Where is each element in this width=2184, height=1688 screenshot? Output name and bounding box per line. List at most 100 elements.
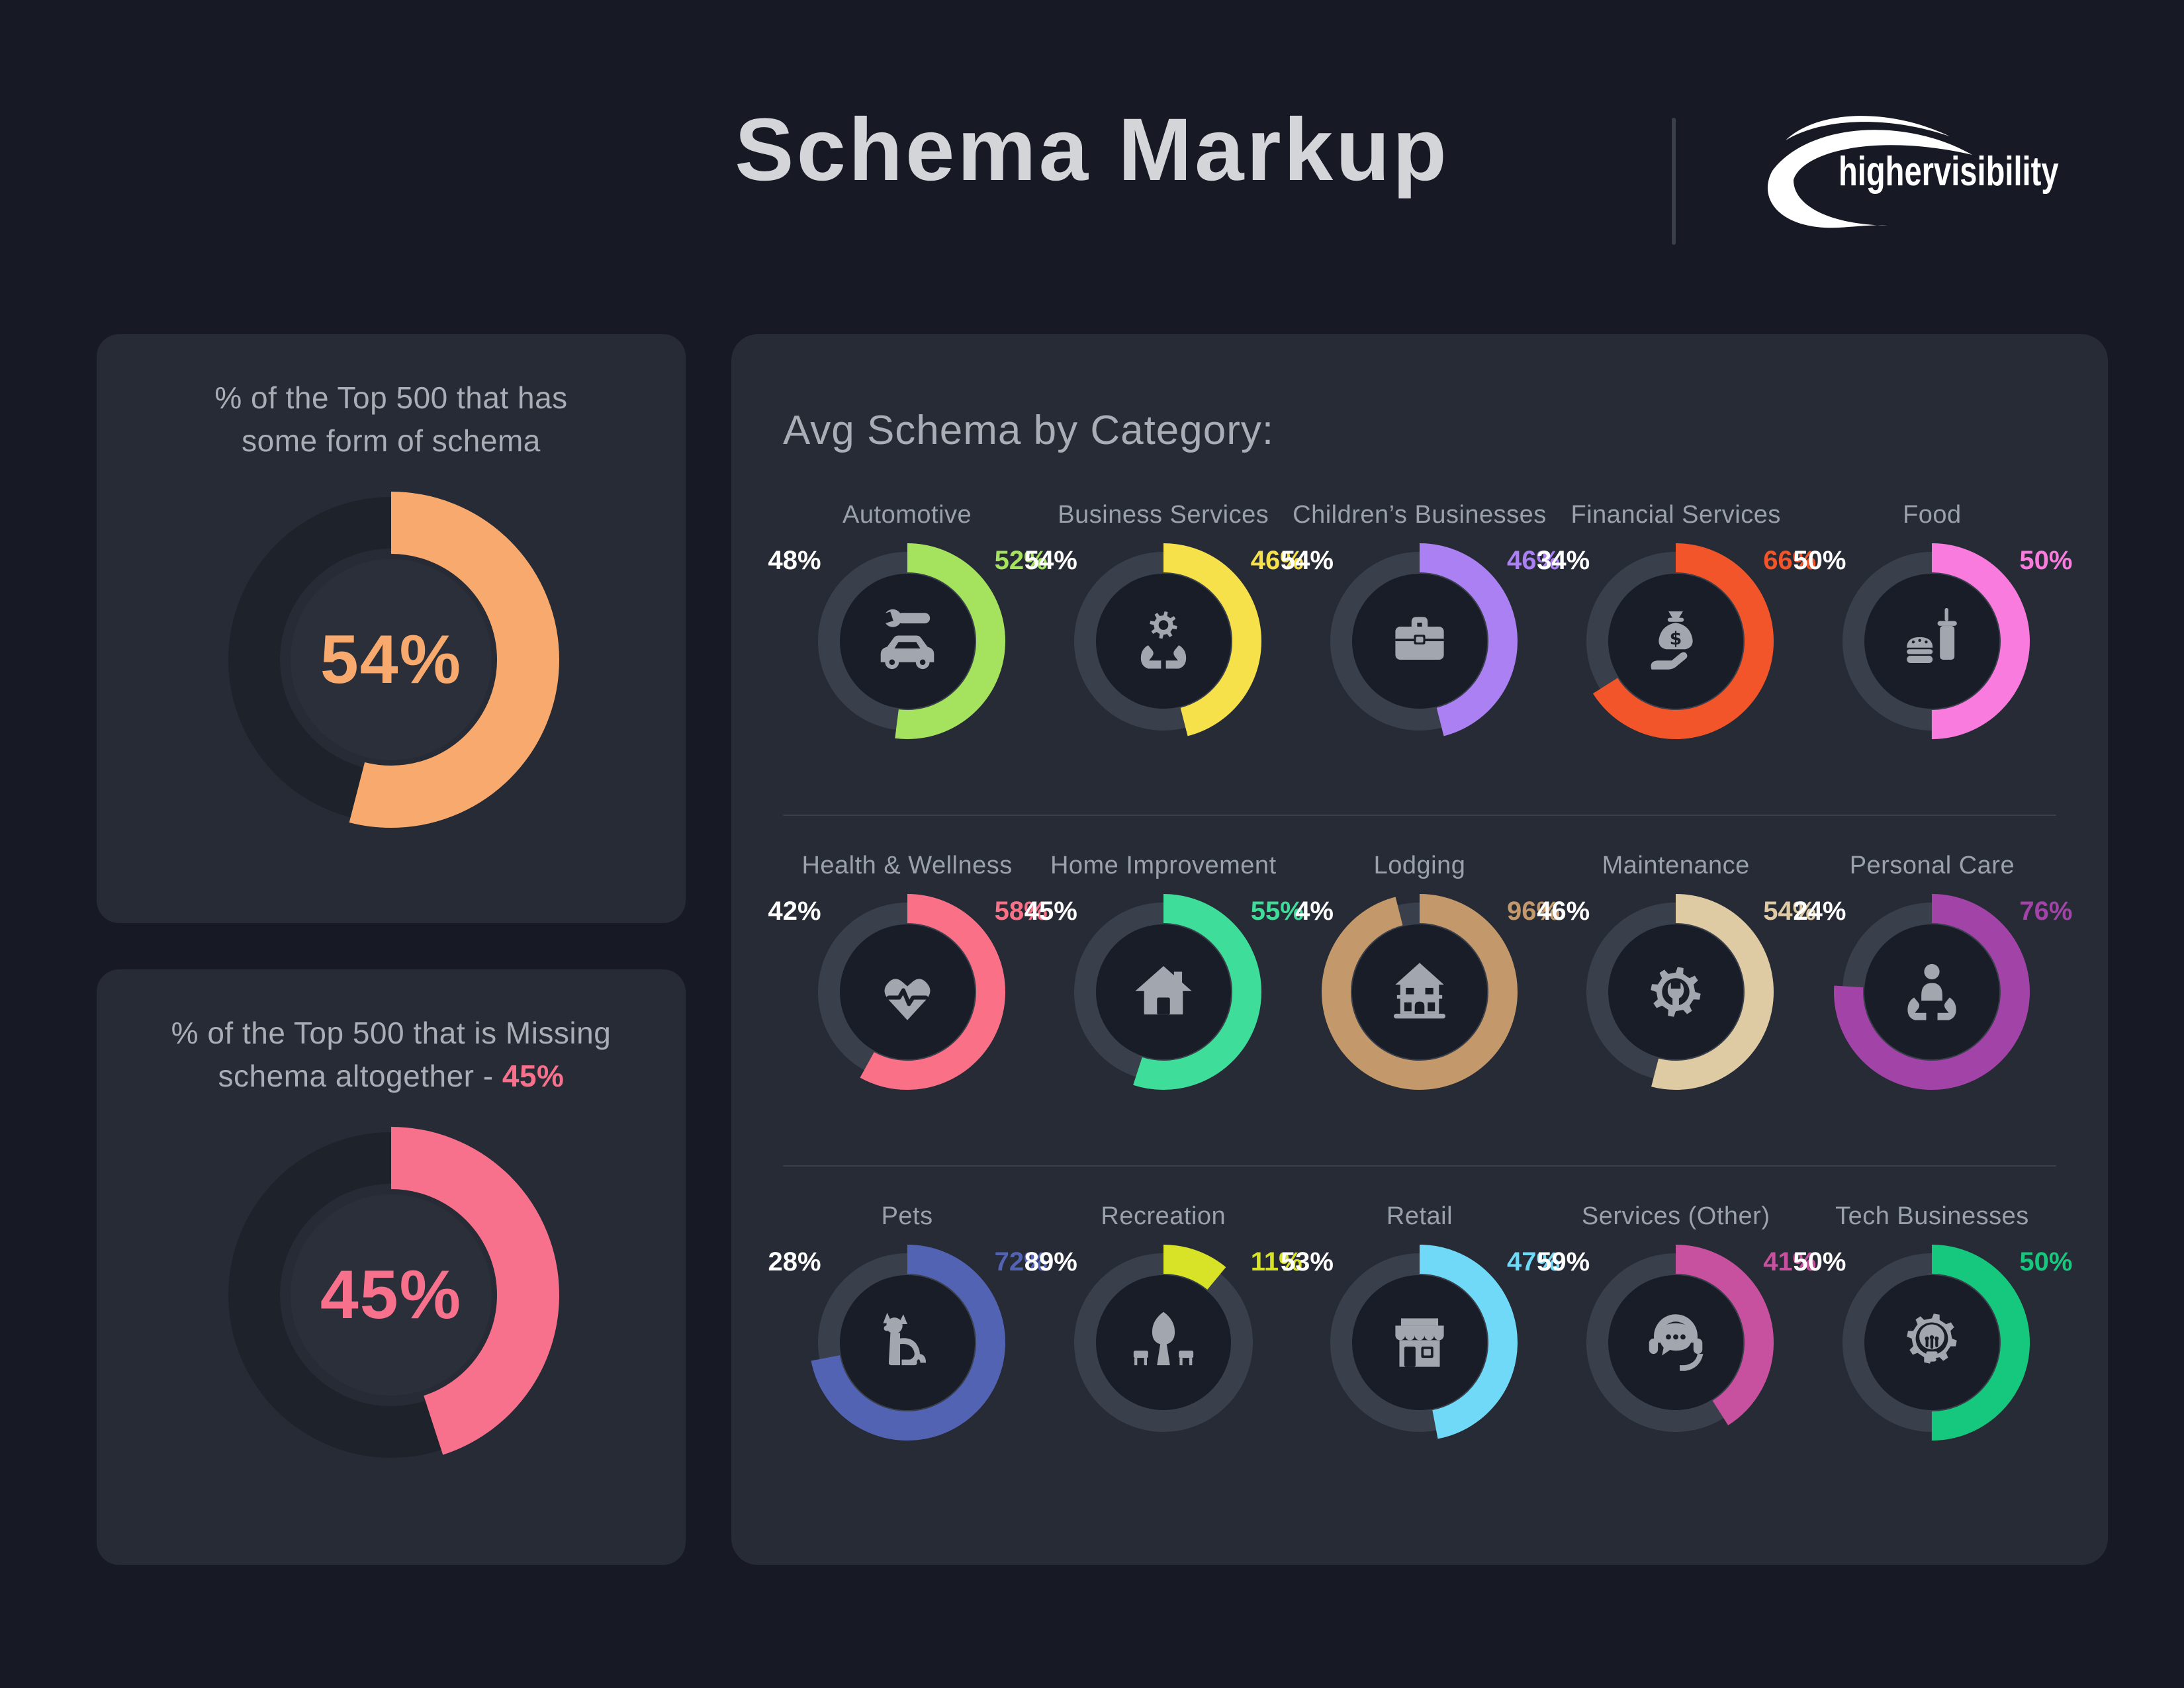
percent-left: 46% bbox=[1537, 897, 1590, 926]
percent-right: 11% bbox=[1250, 1247, 1302, 1276]
category-cell-personal-care: Personal Care 24% 76% bbox=[1793, 850, 2072, 1092]
row-divider bbox=[783, 815, 2056, 816]
brand-name: highervisibility bbox=[1839, 149, 2059, 195]
burger-drink-icon bbox=[1834, 543, 2030, 739]
stat-card-has-schema: % of the Top 500 that has some form of s… bbox=[97, 334, 686, 923]
title-highlight-value: 45% bbox=[502, 1059, 565, 1094]
category-grid: Automotive 48% 52% Business Services 54% 46% C… bbox=[768, 500, 2072, 1443]
category-panel: Avg Schema by Category: Automotive 48% 52%… bbox=[731, 334, 2108, 1565]
donut-ring bbox=[1065, 543, 1261, 739]
category-donut: 59% 41% bbox=[1537, 1245, 1816, 1441]
donut-ring bbox=[223, 1127, 559, 1463]
category-label: Food bbox=[1903, 501, 1962, 529]
percent-left: 48% bbox=[768, 546, 821, 575]
percent-left: 42% bbox=[768, 897, 821, 926]
category-label: Tech Businesses bbox=[1835, 1202, 2029, 1230]
percent-right: 58% bbox=[994, 897, 1048, 926]
percent-right: 66% bbox=[1763, 546, 1817, 575]
percent-right: 96% bbox=[1506, 897, 1561, 926]
percent-left: 50% bbox=[1793, 1247, 1846, 1276]
category-label: Financial Services bbox=[1570, 501, 1781, 529]
percent-right: 46% bbox=[1250, 546, 1304, 575]
percent-right: 76% bbox=[2019, 897, 2073, 926]
donut-center-value: 54% bbox=[320, 621, 463, 698]
category-label: Personal Care bbox=[1849, 852, 2015, 879]
park-icon bbox=[1066, 1245, 1261, 1441]
category-cell-food: Food 50% 50% bbox=[1793, 500, 2072, 742]
percent-left: 28% bbox=[768, 1247, 821, 1276]
brand-logo: highervisibility bbox=[1739, 98, 2097, 259]
category-donut: 53% 47% bbox=[1281, 1245, 1560, 1441]
percent-left: 89% bbox=[1024, 1247, 1077, 1276]
donut-ring bbox=[223, 492, 559, 828]
percent-right: 55% bbox=[1250, 897, 1304, 926]
percent-right: 50% bbox=[2019, 546, 2073, 575]
category-donut: 42% 58% bbox=[768, 894, 1048, 1090]
category-donut: 54% 46% bbox=[1024, 543, 1304, 739]
category-donut: 48% 52% bbox=[768, 543, 1048, 739]
category-label: Services (Other) bbox=[1581, 1202, 1770, 1230]
dog-icon bbox=[809, 1245, 1005, 1441]
category-donut: 28% 72% bbox=[768, 1245, 1048, 1441]
svg-text:$: $ bbox=[1670, 629, 1682, 649]
category-cell-lodging: Lodging 4% 96% bbox=[1291, 850, 1560, 1092]
percent-left: 4% bbox=[1295, 897, 1334, 926]
donut-center-value: 45% bbox=[320, 1256, 463, 1333]
percent-right: 47% bbox=[1506, 1247, 1561, 1276]
category-donut: 89% 11% bbox=[1024, 1245, 1302, 1441]
brand-swoosh-icon bbox=[1767, 116, 1972, 228]
headset-chat-icon bbox=[1578, 1245, 1774, 1441]
category-label: Business Services bbox=[1058, 501, 1269, 529]
percent-left: 45% bbox=[1024, 897, 1077, 926]
category-donut: 50% 50% bbox=[1793, 543, 2072, 739]
category-label: Pets bbox=[881, 1202, 933, 1230]
money-bag-hand-icon: $ bbox=[1578, 543, 1774, 739]
percent-right: 72% bbox=[994, 1247, 1048, 1276]
hands-gear-icon bbox=[1066, 543, 1261, 739]
category-donut: 50% 50% bbox=[1793, 1245, 2072, 1441]
percent-left: 50% bbox=[1793, 546, 1846, 575]
category-label: Maintenance bbox=[1602, 852, 1750, 879]
category-cell-home-improvement: Home Improvement 45% 55% bbox=[1024, 850, 1304, 1092]
donut-ring bbox=[809, 543, 1005, 739]
category-label: Home Improvement bbox=[1050, 852, 1277, 879]
category-donut: 4% 96% bbox=[1295, 894, 1560, 1090]
car-wrench-icon bbox=[809, 543, 1005, 739]
stat-card-missing-schema: % of the Top 500 that is Missing schema … bbox=[97, 969, 686, 1565]
category-cell-financial-services: Financial Services $34% 66% bbox=[1537, 500, 1816, 742]
panel-heading: Avg Schema by Category: bbox=[783, 408, 1275, 453]
category-cell-business-services: Business Services 54% 46% bbox=[1024, 500, 1304, 742]
category-donut: 45% 55% bbox=[1024, 894, 1304, 1090]
category-cell-children-s-businesses: Children’s Businesses 54% 46% bbox=[1281, 500, 1560, 742]
percent-left: 24% bbox=[1793, 897, 1846, 926]
storefront-icon bbox=[1322, 1245, 1518, 1441]
category-label: Children’s Businesses bbox=[1293, 501, 1547, 529]
category-cell-recreation: Recreation 89% 11% bbox=[1024, 1201, 1302, 1443]
category-cell-services-other: Services (Other) 59% 41% bbox=[1537, 1201, 1816, 1443]
row-divider bbox=[783, 1165, 2056, 1167]
category-label: Lodging bbox=[1373, 852, 1466, 879]
person-hands-icon bbox=[1834, 894, 2030, 1090]
percent-right: 50% bbox=[2019, 1247, 2073, 1276]
percent-right: 54% bbox=[1763, 897, 1817, 926]
category-label: Automotive bbox=[842, 501, 972, 529]
category-cell-pets: Pets 28% 72% bbox=[768, 1201, 1048, 1443]
donut-missing-schema: 45% bbox=[223, 1127, 559, 1463]
percent-right: 46% bbox=[1506, 546, 1561, 575]
category-donut: 24% 76% bbox=[1793, 894, 2072, 1090]
category-cell-health-wellness: Health & Wellness 42% 58% bbox=[768, 850, 1048, 1092]
percent-left: 53% bbox=[1280, 1247, 1334, 1276]
donut-has-schema: 54% bbox=[223, 492, 559, 828]
heart-pulse-icon bbox=[809, 894, 1005, 1090]
stat-card-title: % of the Top 500 that is Missing schema … bbox=[171, 1016, 612, 1094]
inn-icon bbox=[1322, 894, 1518, 1090]
bulb-gear-icon bbox=[1834, 1245, 2030, 1441]
gear-wrench-icon bbox=[1578, 894, 1774, 1090]
category-cell-retail: Retail 53% 47% bbox=[1281, 1201, 1560, 1443]
percent-left: 34% bbox=[1537, 546, 1590, 575]
percent-left: 59% bbox=[1537, 1247, 1590, 1276]
category-donut: $34% 66% bbox=[1537, 543, 1816, 739]
category-label: Health & Wellness bbox=[801, 852, 1013, 879]
category-label: Retail bbox=[1386, 1202, 1453, 1230]
